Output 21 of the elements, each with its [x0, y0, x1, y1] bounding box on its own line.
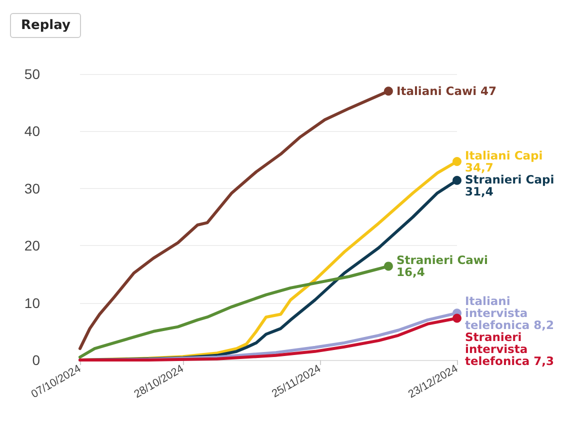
text: Italiani Cawi 47: [396, 84, 497, 98]
point: [384, 86, 393, 96]
y-tick-label: 20: [24, 238, 40, 254]
y-tick-label: 50: [24, 66, 40, 82]
data-label: 34,7: [465, 160, 494, 175]
text: Stranieri intervista telefonica 7,3: [465, 330, 554, 368]
y-tick-label: 0: [32, 352, 40, 368]
point: [384, 262, 393, 271]
text: Replay: [10, 13, 82, 38]
series-label: Italiani Capi: [465, 148, 543, 163]
y-tick-label: 40: [24, 123, 40, 140]
y-tick-label: 30: [24, 180, 40, 196]
point: [452, 314, 462, 323]
text: Italiani intervista telefonica 8,2: [465, 294, 554, 332]
series-label: Stranieri Capi: [465, 172, 554, 187]
point: [452, 176, 462, 185]
y-tick-label: 10: [24, 294, 40, 311]
series-label: Stranieri Cawi: [396, 253, 488, 268]
data-label: 16,4: [396, 265, 425, 280]
data-label: 31,4: [465, 184, 494, 199]
point: [452, 157, 462, 166]
